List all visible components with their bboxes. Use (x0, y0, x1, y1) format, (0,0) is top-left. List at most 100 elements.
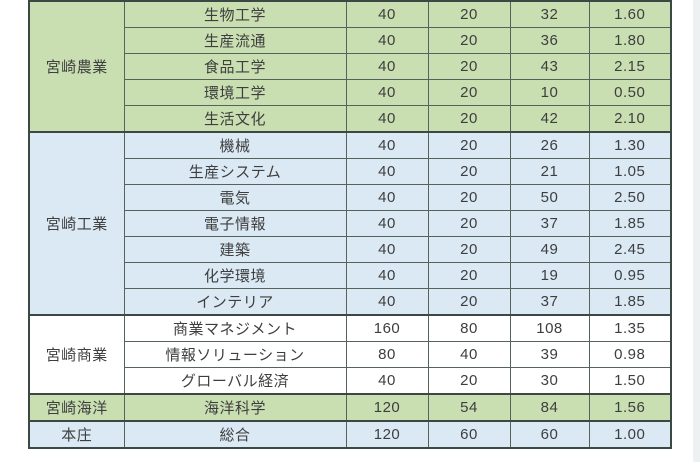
table-row: 宮崎工業 機械 40 20 26 1.30 (28, 131, 672, 316)
school-name-cell: 宮崎海洋 (28, 393, 125, 422)
value-cell: 21 (509, 158, 590, 185)
value-cell: 1.35 (588, 314, 672, 342)
table-row: 生活文化 40 20 42 2.10 (29, 105, 672, 133)
value-cell: 1.00 (588, 420, 672, 449)
table-row: 環境工学 40 20 10 0.50 (29, 79, 672, 106)
page-edge-strip (693, 0, 700, 462)
department-cell: 電気 (123, 184, 347, 211)
value-cell: 1.05 (588, 158, 672, 185)
table-row: インテリア 40 20 37 1.85 (29, 288, 672, 316)
value-cell: 160 (345, 314, 429, 342)
value-cell: 120 (345, 420, 429, 449)
department-cell: 建築 (123, 236, 347, 263)
value-cell: 40 (345, 367, 429, 395)
value-cell: 36 (509, 27, 590, 54)
value-cell: 40 (345, 27, 429, 54)
table-row: 電子情報 40 20 37 1.85 (29, 210, 672, 237)
value-cell: 32 (509, 0, 590, 28)
value-cell: 20 (427, 367, 511, 395)
department-cell: 生物工学 (123, 0, 347, 28)
value-cell: 1.60 (588, 0, 672, 28)
value-cell: 20 (427, 158, 511, 185)
value-cell: 2.10 (588, 105, 672, 133)
value-cell: 60 (509, 420, 590, 449)
value-cell: 30 (509, 367, 590, 395)
table-row: グローバル経済 40 20 30 1.50 (29, 367, 672, 395)
table-row: 生産流通 40 20 36 1.80 (29, 27, 672, 54)
value-cell: 2.45 (588, 236, 672, 263)
school-name-cell: 宮崎工業 (28, 131, 125, 316)
value-cell: 40 (345, 158, 429, 185)
value-cell: 1.50 (588, 367, 672, 395)
value-cell: 20 (427, 27, 511, 54)
value-cell: 0.95 (588, 262, 672, 289)
value-cell: 26 (509, 131, 590, 159)
table-body: 宮崎農業 生物工学 40 20 32 1.60 生産流通 40 20 36 1.80 食品工学 40 20… (28, 0, 672, 449)
value-cell: 84 (509, 393, 590, 422)
value-cell: 0.50 (588, 79, 672, 106)
value-cell: 2.50 (588, 184, 672, 211)
value-cell: 37 (509, 288, 590, 316)
department-cell: 食品工学 (123, 53, 347, 80)
value-cell: 40 (345, 262, 429, 289)
value-cell: 80 (427, 314, 511, 342)
value-cell: 20 (427, 236, 511, 263)
value-cell: 54 (427, 393, 511, 422)
school-name-cell: 本庄 (28, 420, 125, 449)
value-cell: 40 (345, 210, 429, 237)
value-cell: 120 (345, 393, 429, 422)
department-cell: 商業マネジメント (123, 314, 347, 342)
table-row: 宮崎商業 商業マネジメント 160 80 108 1.35 (28, 314, 672, 395)
department-cell: 海洋科学 (123, 393, 347, 422)
value-cell: 20 (427, 262, 511, 289)
value-cell: 1.85 (588, 288, 672, 316)
value-cell: 40 (345, 105, 429, 133)
admission-table: 宮崎農業 生物工学 40 20 32 1.60 生産流通 40 20 36 1.80 食品工学 40 20… (28, 0, 672, 449)
value-cell: 80 (345, 341, 429, 368)
value-cell: 1.56 (588, 393, 672, 422)
value-cell: 20 (427, 184, 511, 211)
department-cell: 生産システム (123, 158, 347, 185)
school-name-cell: 宮崎農業 (28, 0, 125, 133)
value-cell: 40 (345, 236, 429, 263)
value-cell: 1.85 (588, 210, 672, 237)
value-cell: 19 (509, 262, 590, 289)
value-cell: 1.80 (588, 27, 672, 54)
value-cell: 20 (427, 79, 511, 106)
value-cell: 20 (427, 0, 511, 28)
value-cell: 39 (509, 341, 590, 368)
department-cell: インテリア (123, 288, 347, 316)
table-row: 生産システム 40 20 21 1.05 (29, 158, 672, 185)
department-cell: 情報ソリューション (123, 341, 347, 368)
value-cell: 20 (427, 210, 511, 237)
department-cell: 生産流通 (123, 27, 347, 54)
table-row: 電気 40 20 50 2.50 (29, 184, 672, 211)
value-cell: 0.98 (588, 341, 672, 368)
department-cell: グローバル経済 (123, 367, 347, 395)
value-cell: 40 (345, 53, 429, 80)
value-cell: 40 (345, 184, 429, 211)
value-cell: 40 (345, 131, 429, 159)
value-cell: 49 (509, 236, 590, 263)
value-cell: 40 (345, 288, 429, 316)
department-cell: 電子情報 (123, 210, 347, 237)
value-cell: 1.30 (588, 131, 672, 159)
value-cell: 50 (509, 184, 590, 211)
department-cell: 機械 (123, 131, 347, 159)
value-cell: 108 (509, 314, 590, 342)
value-cell: 40 (345, 79, 429, 106)
value-cell: 20 (427, 105, 511, 133)
value-cell: 42 (509, 105, 590, 133)
table-row: 建築 40 20 49 2.45 (29, 236, 672, 263)
value-cell: 20 (427, 131, 511, 159)
value-cell: 43 (509, 53, 590, 80)
value-cell: 10 (509, 79, 590, 106)
value-cell: 60 (427, 420, 511, 449)
value-cell: 20 (427, 288, 511, 316)
value-cell: 40 (427, 341, 511, 368)
table-row: 化学環境 40 20 19 0.95 (29, 262, 672, 289)
department-cell: 生活文化 (123, 105, 347, 133)
table-row: 本庄 総合 120 60 60 1.00 (28, 420, 672, 449)
table-row: 宮崎海洋 海洋科学 120 54 84 1.56 (28, 393, 672, 422)
